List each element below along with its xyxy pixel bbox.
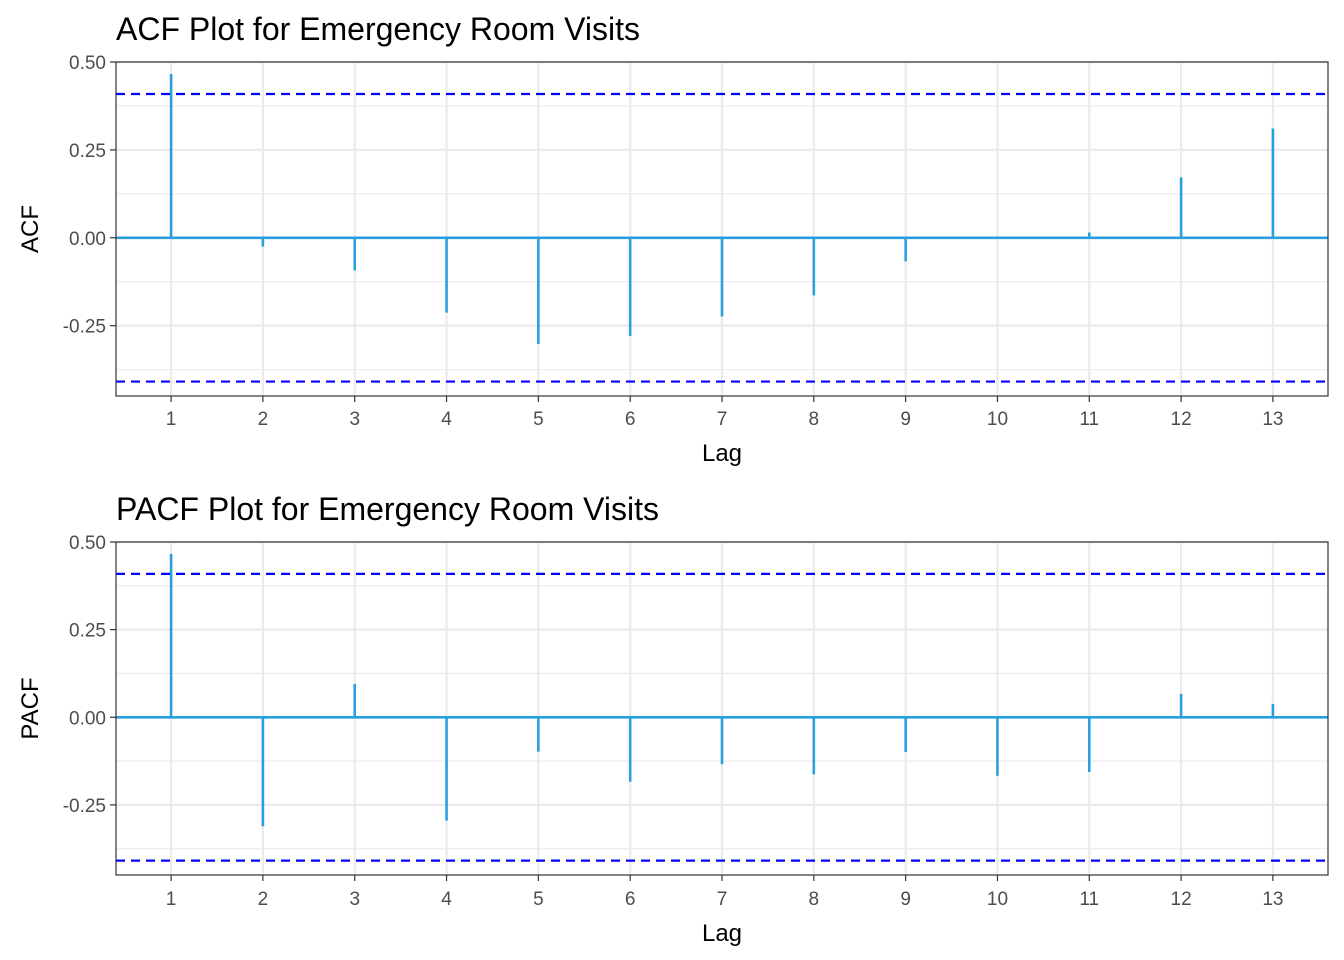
y-tick-label: 0.25: [69, 621, 106, 642]
x-tick-label: 10: [987, 889, 1008, 910]
x-tick-label: 1: [166, 889, 177, 910]
y-tick-label: 0.50: [69, 53, 106, 74]
x-tick-label: 12: [1171, 889, 1192, 910]
y-axis-label: ACF: [17, 205, 44, 253]
x-axis-label: Lag: [702, 920, 742, 947]
x-tick-label: 5: [533, 889, 544, 910]
x-tick-label: 9: [900, 409, 911, 430]
y-tick-label: 0.25: [69, 141, 106, 162]
y-axis-label: PACF: [17, 677, 44, 739]
x-tick-label: 9: [900, 889, 911, 910]
y-tick-label: -0.25: [63, 317, 106, 338]
x-tick-label: 5: [533, 409, 544, 430]
y-tick-label: 0.50: [69, 533, 106, 554]
x-tick-label: 4: [441, 409, 452, 430]
x-tick-label: 13: [1262, 409, 1283, 430]
x-tick-label: 1: [166, 409, 177, 430]
x-tick-label: 8: [809, 409, 820, 430]
x-tick-label: 6: [625, 889, 636, 910]
x-axis-label: Lag: [702, 440, 742, 467]
x-tick-label: 7: [717, 409, 728, 430]
x-tick-label: 11: [1079, 889, 1099, 910]
x-tick-label: 3: [349, 889, 360, 910]
x-tick-label: 10: [987, 409, 1008, 430]
x-tick-label: 2: [258, 409, 269, 430]
x-tick-label: 2: [258, 889, 269, 910]
x-tick-label: 8: [809, 889, 820, 910]
y-tick-label: -0.25: [63, 796, 106, 817]
x-tick-label: 6: [625, 409, 636, 430]
x-tick-label: 12: [1171, 409, 1192, 430]
x-tick-label: 4: [441, 889, 452, 910]
x-tick-label: 11: [1079, 409, 1099, 430]
chart-title: PACF Plot for Emergency Room Visits: [116, 491, 659, 527]
x-tick-label: 3: [349, 409, 360, 430]
y-tick-label: 0.00: [69, 229, 106, 250]
x-tick-label: 7: [717, 889, 728, 910]
y-tick-label: 0.00: [69, 708, 106, 729]
chart-title: ACF Plot for Emergency Room Visits: [116, 11, 640, 47]
x-tick-label: 13: [1262, 889, 1283, 910]
